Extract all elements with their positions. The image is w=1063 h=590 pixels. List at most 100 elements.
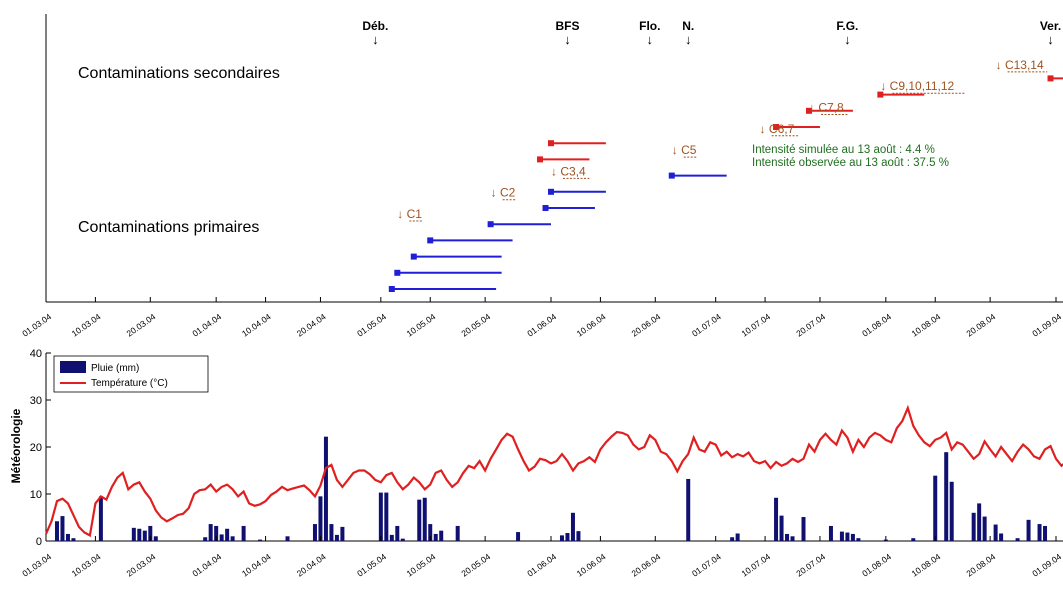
top-tick-label: 10.08.04 [910,311,943,338]
rain-bar [1026,519,1031,541]
primary-interval-start-marker [388,286,395,292]
bottom-tick-label: 10.05.04 [405,551,438,578]
rain-bar [329,524,334,541]
rain-bar [1015,538,1020,541]
contamination-label: ↓ C3,4 [551,164,586,178]
rain-bar [395,525,400,541]
rain-bar [982,516,987,541]
contamination-label: ↓ C5 [672,143,697,157]
top-tick-label: 10.05.04 [405,311,438,338]
meteo-y-axis-label: Météorologie [9,408,23,483]
legend: Pluie (mm) Température (°C) [53,355,209,393]
stage-arrow-icon: ↓ [685,32,692,47]
rain-bar [422,497,427,541]
stage-arrow-icon: ↓ [647,32,654,47]
bottom-tick-label: 20.07.04 [794,551,827,578]
primary-interval-start-marker [668,172,675,179]
top-tick-label: 20.06.04 [630,311,663,338]
top-tick-label: 01.08.04 [860,311,893,338]
top-tick-label: 01.04.04 [190,311,223,338]
rain-bar [433,533,438,541]
y-tick-label: 0 [36,536,42,548]
rain-bar [417,499,422,541]
rain-bar [285,536,290,541]
bottom-tick-label: 20.04.04 [295,551,328,578]
bottom-tick-label: 01.03.04 [20,551,53,578]
stage-arrow-icon: ↓ [372,32,379,47]
rain-bar [565,533,570,541]
rain-bar [570,512,575,541]
stage-label: Flo. [639,19,660,33]
rain-bar [971,512,976,541]
bottom-tick-label: 01.09.04 [1030,551,1063,578]
top-tick-label: 01.07.04 [690,311,723,338]
contamination-label: ↓ C13,14 [996,58,1044,72]
rain-bar [131,527,136,541]
primary-interval-start-marker [487,221,494,228]
top-tick-label: 20.05.04 [459,311,492,338]
bottom-tick-label: 01.06.04 [525,551,558,578]
rain-bar [258,539,263,541]
top-tick-label: 01.09.04 [1030,311,1063,338]
rain-bar [54,521,59,541]
secondary-interval-start-marker [1047,75,1054,82]
secondary-interval-start-marker [773,124,780,130]
rain-bar [576,531,581,541]
rain-bar [999,533,1004,541]
contamination-label: ↓ C9,10,11,12 [880,79,954,93]
rain-bar [142,530,147,541]
contamination-label: ↓ C6,7 [760,122,795,136]
primary-interval-start-marker [542,205,549,211]
rain-bar [1037,524,1042,541]
contamination-label: ↓ C2 [491,186,516,200]
rain-bar [334,534,339,541]
simulated-intensity-text: Intensité simulée au 13 août : 4.4 % [752,144,935,156]
bottom-tick-label: 20.05.04 [459,551,492,578]
rain-bar [455,525,460,541]
rain-bar [933,475,938,541]
rain-bar [779,515,784,541]
rain-bar [730,537,735,541]
contamination-label: ↓ C7,8 [809,101,844,115]
rain-bar [225,528,230,541]
stage-label: BFS [555,19,579,33]
bottom-tick-label: 20.08.04 [964,551,997,578]
bottom-tick-label: 10.08.04 [910,551,943,578]
bottom-tick-label: 10.06.04 [575,551,608,578]
y-tick-label: 40 [30,348,42,360]
top-tick-label: 20.07.04 [794,311,827,338]
rain-bar [219,534,224,541]
stage-arrow-icon: ↓ [1047,32,1054,47]
y-tick-label: 30 [30,395,42,407]
rain-bar [389,534,394,541]
rain-bar [790,536,795,541]
rain-bar [400,538,405,541]
secondary-interval-start-marker [537,156,544,163]
rain-bar [949,481,954,541]
top-tick-label: 10.06.04 [575,311,608,338]
rain-bar [428,524,433,541]
rain-bar [214,525,219,541]
temperature-line [44,404,1063,538]
top-tick-label: 20.04.04 [295,311,328,338]
rain-bar [516,532,521,541]
meteo-panel: 0 10 20 30 40 Météorologie 01.03.04 10.03.04 2… [9,348,1063,579]
bottom-tick-label: 20.06.04 [630,551,663,578]
rain-bar [323,436,328,541]
top-tick-label: 01.05.04 [355,311,388,338]
primary-interval-start-marker [427,237,434,244]
bottom-tick-label: 10.04.04 [240,551,273,578]
secondary-group-label: Contaminations secondaires [78,65,280,82]
rain-bar [977,503,982,541]
rain-bar [340,526,345,541]
bottom-tick-label: 10.03.04 [70,551,103,578]
top-tick-label: 01.06.04 [525,311,558,338]
rain-bar [98,496,103,541]
secondary-interval-start-marker [805,107,812,114]
secondary-interval-start-marker [548,140,554,147]
rain-bar [911,538,916,541]
stage-label: Ver. [1040,19,1061,33]
rain-bar [137,528,142,541]
primary-interval-start-marker [410,253,417,260]
stage-label: Déb. [362,19,388,33]
